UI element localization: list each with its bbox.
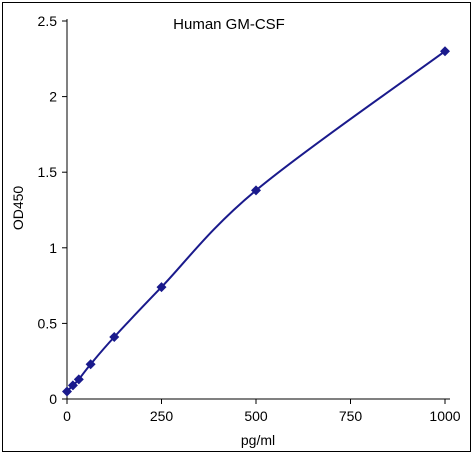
series-curve <box>66 50 446 393</box>
data-point-marker <box>109 332 120 343</box>
y-tick-label: 0 <box>49 391 57 407</box>
y-axis-ticks: 0 0.5 1 1.5 2 2.5 <box>38 13 67 407</box>
data-point-marker <box>156 282 167 293</box>
x-tick-label: 500 <box>244 408 268 424</box>
series-markers <box>62 46 450 397</box>
y-axis-label: OD450 <box>10 186 26 231</box>
x-axis-label: pg/ml <box>241 432 275 448</box>
x-tick-label: 1000 <box>429 408 460 424</box>
y-tick-label: 1.5 <box>38 164 58 180</box>
x-tick-label: 0 <box>63 408 71 424</box>
chart-title: Human GM-CSF <box>173 16 285 33</box>
x-tick-label: 250 <box>150 408 174 424</box>
data-point-marker <box>85 359 96 370</box>
data-point-marker <box>251 185 261 196</box>
data-point-marker <box>67 380 78 391</box>
y-tick-label: 2.5 <box>38 13 58 29</box>
x-tick-label: 750 <box>339 408 363 424</box>
y-tick-label: 2 <box>49 89 57 105</box>
data-point-marker <box>73 374 84 385</box>
y-tick-label: 0.5 <box>38 315 58 331</box>
x-axis-ticks: 0 250 500 750 1000 <box>63 399 461 424</box>
y-tick-label: 1 <box>49 240 57 256</box>
data-point-marker <box>440 46 450 57</box>
data-point-marker <box>62 386 72 397</box>
